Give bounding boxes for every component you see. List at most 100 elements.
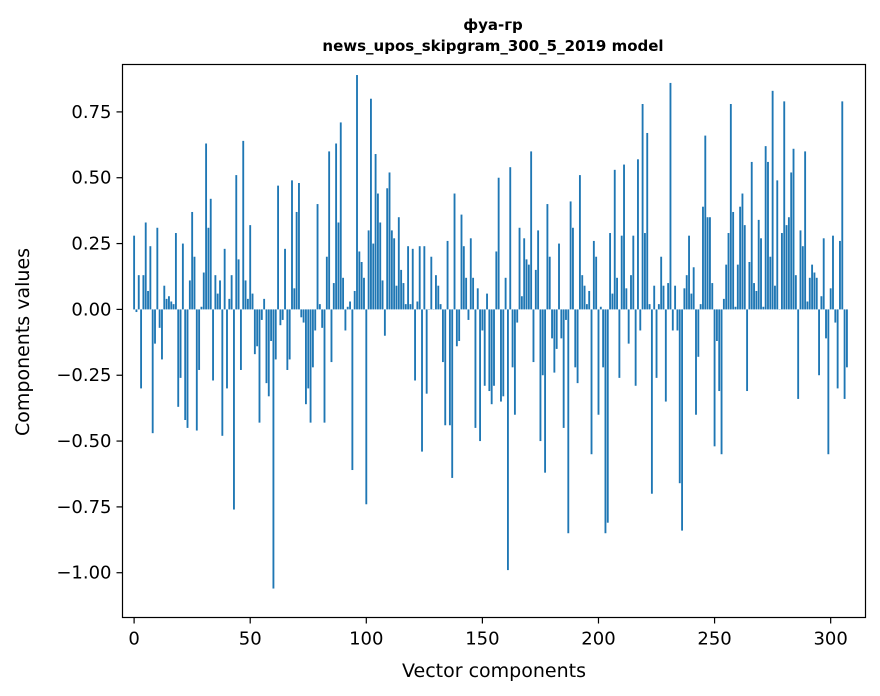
bar	[335, 143, 338, 310]
bar	[481, 309, 484, 331]
bar	[755, 290, 758, 310]
bar	[221, 309, 224, 436]
bar	[727, 233, 730, 310]
bar	[678, 309, 681, 484]
bar	[242, 140, 245, 310]
bar	[358, 251, 361, 310]
bar	[620, 235, 623, 310]
bar	[565, 309, 567, 320]
bar	[822, 238, 825, 310]
bar	[569, 201, 572, 310]
bar	[827, 309, 830, 455]
bar	[683, 288, 686, 310]
bar	[390, 230, 393, 310]
bar	[560, 309, 563, 339]
bar	[321, 309, 324, 328]
bar	[785, 225, 788, 310]
bar	[562, 309, 565, 428]
bar	[667, 283, 670, 310]
bar	[314, 309, 317, 331]
bar	[479, 309, 481, 442]
bar	[168, 296, 170, 310]
bar	[576, 309, 579, 384]
bar	[323, 309, 326, 423]
bar	[151, 309, 154, 434]
bar	[407, 246, 410, 310]
bar	[509, 167, 512, 310]
bar	[581, 275, 584, 310]
bar	[767, 161, 769, 310]
bar	[592, 240, 595, 310]
bar	[655, 309, 658, 378]
bar	[397, 217, 400, 310]
bar	[393, 238, 396, 310]
bar	[530, 151, 533, 310]
bar	[639, 309, 642, 331]
bar	[808, 277, 811, 310]
bar	[820, 296, 823, 310]
bar	[599, 306, 602, 310]
bar	[764, 146, 767, 310]
bar	[841, 101, 844, 310]
bar	[502, 309, 505, 397]
bar	[787, 217, 790, 310]
x-tick-label: 0	[128, 629, 139, 650]
bar	[439, 304, 442, 310]
bar	[230, 275, 233, 310]
bar	[671, 309, 674, 331]
bar	[748, 262, 751, 310]
bar	[627, 309, 630, 344]
bar	[713, 309, 716, 447]
bar	[133, 235, 136, 310]
x-axis-label: Vector components	[402, 660, 586, 682]
bar	[553, 309, 556, 373]
bar	[465, 277, 468, 310]
bar	[753, 283, 755, 310]
bar	[372, 243, 375, 310]
x-tick-label: 250	[697, 629, 731, 650]
bar	[376, 193, 379, 310]
bar	[650, 309, 653, 494]
bar	[637, 159, 639, 310]
bar	[370, 98, 372, 310]
y-tick-label: −0.50	[56, 431, 111, 452]
bar	[750, 161, 753, 310]
bar	[402, 283, 405, 310]
y-tick-label: −1.00	[56, 563, 111, 584]
bar	[328, 151, 331, 310]
bar	[309, 309, 312, 423]
bar	[209, 198, 212, 310]
bar	[613, 169, 616, 310]
bar	[193, 256, 196, 310]
bar	[523, 238, 526, 310]
bar	[732, 211, 735, 310]
bar	[725, 264, 728, 310]
bar	[681, 309, 683, 531]
bar	[316, 204, 319, 310]
x-tick-label: 50	[239, 629, 262, 650]
bar	[441, 309, 444, 363]
bar	[537, 230, 540, 310]
bar	[386, 188, 389, 310]
bar	[270, 309, 273, 341]
bar	[437, 285, 440, 310]
bar	[300, 309, 303, 318]
bar	[736, 264, 739, 310]
bar	[311, 309, 314, 368]
y-tick-label: 0.50	[71, 168, 111, 189]
bar	[446, 240, 449, 310]
bar	[165, 298, 168, 310]
bars-group	[133, 75, 848, 589]
bar	[295, 211, 298, 310]
bar	[771, 90, 774, 310]
bar	[495, 251, 498, 310]
bar	[534, 269, 537, 310]
bar	[455, 309, 458, 347]
bar	[154, 309, 156, 344]
bar	[318, 304, 321, 310]
bar	[177, 309, 180, 407]
bar	[409, 304, 412, 310]
bar	[205, 143, 208, 310]
bar	[451, 309, 454, 478]
bar	[606, 309, 609, 523]
